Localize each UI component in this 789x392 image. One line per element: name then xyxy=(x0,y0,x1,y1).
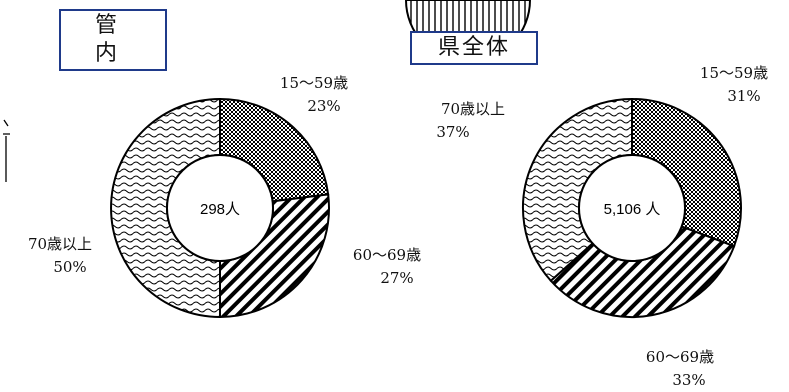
donut-total-label: 5,106 人 xyxy=(604,201,661,218)
chart-title-kannai: 管 内 xyxy=(59,9,167,71)
label-category: 70歳以上 xyxy=(27,235,93,253)
label-kannai-70plus: 70歳以上 50% xyxy=(0,233,120,279)
label-percent: 31% xyxy=(727,87,761,105)
edge-fragment xyxy=(0,112,12,192)
label-percent: 37% xyxy=(436,123,470,141)
label-percent: 50% xyxy=(53,258,87,276)
chart-title-prefecture: 県全体 xyxy=(410,31,538,65)
label-percent: 23% xyxy=(307,97,341,115)
label-percent: 33% xyxy=(672,371,706,389)
label-category: 70歳以上 xyxy=(440,100,506,118)
label-kannai-60-69: 60〜69歳 27% xyxy=(332,244,442,290)
label-category: 60〜69歳 xyxy=(352,246,422,264)
label-prefecture-60-69: 60〜69歳 33% xyxy=(625,346,735,392)
label-percent: 27% xyxy=(380,269,414,287)
label-category: 60〜69歳 xyxy=(645,348,715,366)
donut-chart-prefecture: 5,106 人 xyxy=(522,97,742,318)
donut-chart-kannai: 298人 xyxy=(110,97,330,319)
label-kannai-15-59: 15〜59歳 23% xyxy=(258,72,370,118)
label-category: 15〜59歳 xyxy=(279,74,349,92)
label-prefecture-70plus: 70歳以上 37% xyxy=(418,98,528,144)
partial-pie-top xyxy=(404,0,532,63)
donut-hole xyxy=(166,154,274,262)
label-category: 15〜59歳 xyxy=(699,64,769,82)
label-prefecture-15-59: 15〜59歳 31% xyxy=(678,62,789,108)
donut-hole xyxy=(578,154,686,262)
donut-total-label: 298人 xyxy=(200,201,240,218)
